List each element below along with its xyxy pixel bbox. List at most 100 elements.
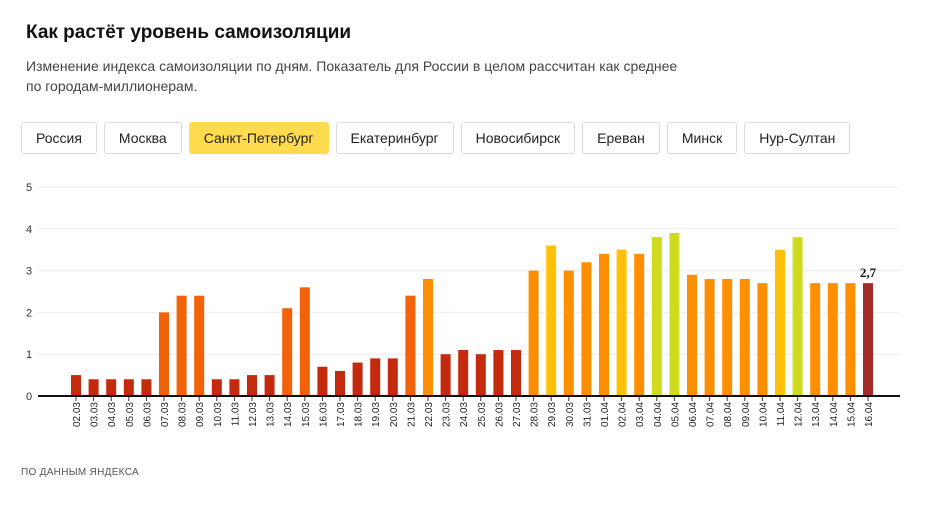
y-tick-label: 2 bbox=[26, 307, 32, 319]
tab-yekaterinburg[interactable]: Екатеринбург bbox=[335, 122, 454, 154]
x-tick-label: 15.03 bbox=[301, 402, 312, 427]
bar bbox=[176, 295, 187, 396]
x-tick-label: 02.03 bbox=[72, 402, 83, 427]
x-tick-label: 21.03 bbox=[406, 402, 417, 427]
bar bbox=[687, 274, 697, 396]
bar bbox=[194, 295, 205, 396]
tab-moscow[interactable]: Москва bbox=[103, 122, 182, 154]
x-tick-label: 06.04 bbox=[688, 402, 699, 427]
x-tick-label: 27.03 bbox=[512, 402, 523, 427]
x-tick-label: 07.03 bbox=[160, 402, 171, 427]
x-tick-label: 12.04 bbox=[794, 402, 805, 427]
x-tick-label: 16.03 bbox=[318, 402, 329, 427]
bar bbox=[792, 237, 803, 396]
x-tick-label: 13.04 bbox=[811, 402, 822, 427]
bar bbox=[317, 366, 328, 396]
x-tick-label: 20.03 bbox=[389, 402, 400, 427]
bar bbox=[159, 312, 169, 396]
x-tick-label: 05.03 bbox=[125, 402, 136, 427]
bar bbox=[704, 278, 715, 396]
x-tick-label: 26.03 bbox=[494, 402, 505, 427]
x-tick-label: 05.04 bbox=[670, 402, 681, 427]
subtitle-line-1: Изменение индекса самоизоляции по дням. … bbox=[26, 58, 678, 74]
x-tick-label: 19.03 bbox=[371, 402, 382, 427]
subtitle-line-2: по городам-миллионерам. bbox=[26, 78, 198, 94]
chart-subtitle: Изменение индекса самоизоляции по дням. … bbox=[26, 56, 726, 96]
bar bbox=[423, 278, 433, 396]
y-tick-label: 4 bbox=[26, 224, 32, 236]
y-tick-label: 3 bbox=[26, 266, 32, 278]
city-tabs: Россия Москва Санкт-Петербург Екатеринбу… bbox=[21, 122, 851, 154]
x-tick-label: 28.03 bbox=[530, 402, 541, 427]
bar bbox=[211, 379, 222, 396]
x-tick-label: 25.03 bbox=[477, 402, 488, 427]
tab-russia[interactable]: Россия bbox=[21, 122, 97, 154]
bar bbox=[669, 232, 680, 396]
bar bbox=[827, 283, 838, 396]
bar bbox=[616, 249, 627, 396]
x-tick-label: 08.04 bbox=[723, 402, 734, 427]
x-tick-label: 04.04 bbox=[653, 402, 664, 427]
x-tick-label: 14.03 bbox=[283, 402, 294, 427]
x-tick-label: 17.03 bbox=[336, 402, 347, 427]
bar bbox=[757, 283, 768, 396]
bar bbox=[845, 283, 856, 396]
chart-title: Как растёт уровень самоизоляции bbox=[26, 22, 352, 43]
bar bbox=[863, 283, 873, 396]
tab-nur-sultan[interactable]: Нур-Султан bbox=[744, 122, 851, 154]
bar bbox=[405, 295, 416, 396]
tab-saint-petersburg[interactable]: Санкт-Петербург bbox=[188, 122, 329, 154]
bar bbox=[106, 379, 117, 396]
x-tick-label: 02.04 bbox=[618, 402, 629, 427]
x-tick-label: 01.04 bbox=[600, 402, 611, 427]
x-tick-label: 07.04 bbox=[706, 402, 717, 427]
x-tick-label: 29.03 bbox=[547, 402, 558, 427]
x-tick-label: 23.03 bbox=[442, 402, 453, 427]
bar bbox=[335, 370, 345, 396]
x-tick-label: 06.03 bbox=[142, 402, 153, 427]
x-tick-label: 16.04 bbox=[864, 402, 875, 427]
x-tick-label: 10.03 bbox=[213, 402, 224, 427]
bar bbox=[264, 375, 275, 396]
x-tick-label: 15.04 bbox=[846, 402, 857, 427]
bar bbox=[229, 379, 240, 396]
x-tick-label: 24.03 bbox=[459, 402, 470, 427]
bar bbox=[123, 379, 134, 396]
bar bbox=[282, 308, 293, 396]
x-tick-label: 10.04 bbox=[758, 402, 769, 427]
bar bbox=[546, 245, 557, 396]
bar bbox=[775, 249, 785, 396]
tab-minsk[interactable]: Минск bbox=[666, 122, 738, 154]
bar bbox=[370, 358, 381, 396]
tab-yerevan[interactable]: Ереван bbox=[582, 122, 660, 154]
y-tick-label: 0 bbox=[26, 391, 32, 403]
bar bbox=[299, 287, 310, 396]
x-tick-label: 18.03 bbox=[354, 402, 365, 427]
bar bbox=[581, 262, 592, 396]
bar bbox=[563, 270, 574, 396]
bar bbox=[739, 278, 750, 396]
x-tick-label: 13.03 bbox=[266, 402, 277, 427]
bar bbox=[71, 375, 81, 396]
bar bbox=[440, 354, 451, 396]
bar bbox=[387, 358, 398, 396]
x-tick-label: 08.03 bbox=[178, 402, 189, 427]
bar bbox=[141, 379, 152, 396]
bar bbox=[88, 379, 99, 396]
x-tick-label: 03.03 bbox=[90, 402, 101, 427]
bar bbox=[722, 278, 733, 396]
x-tick-label: 11.03 bbox=[230, 402, 241, 427]
last-value-label: 2,7 bbox=[860, 265, 877, 280]
bar bbox=[511, 350, 521, 396]
x-tick-label: 30.03 bbox=[565, 402, 576, 427]
tab-novosibirsk[interactable]: Новосибирск bbox=[460, 122, 576, 154]
bar bbox=[475, 354, 486, 396]
x-tick-label: 11.04 bbox=[776, 402, 787, 427]
x-tick-label: 09.03 bbox=[195, 402, 206, 427]
x-tick-label: 09.04 bbox=[741, 402, 752, 427]
x-tick-label: 03.04 bbox=[635, 402, 646, 427]
x-tick-label: 14.04 bbox=[829, 402, 840, 427]
x-tick-label: 22.03 bbox=[424, 402, 435, 427]
x-tick-label: 12.03 bbox=[248, 402, 259, 427]
